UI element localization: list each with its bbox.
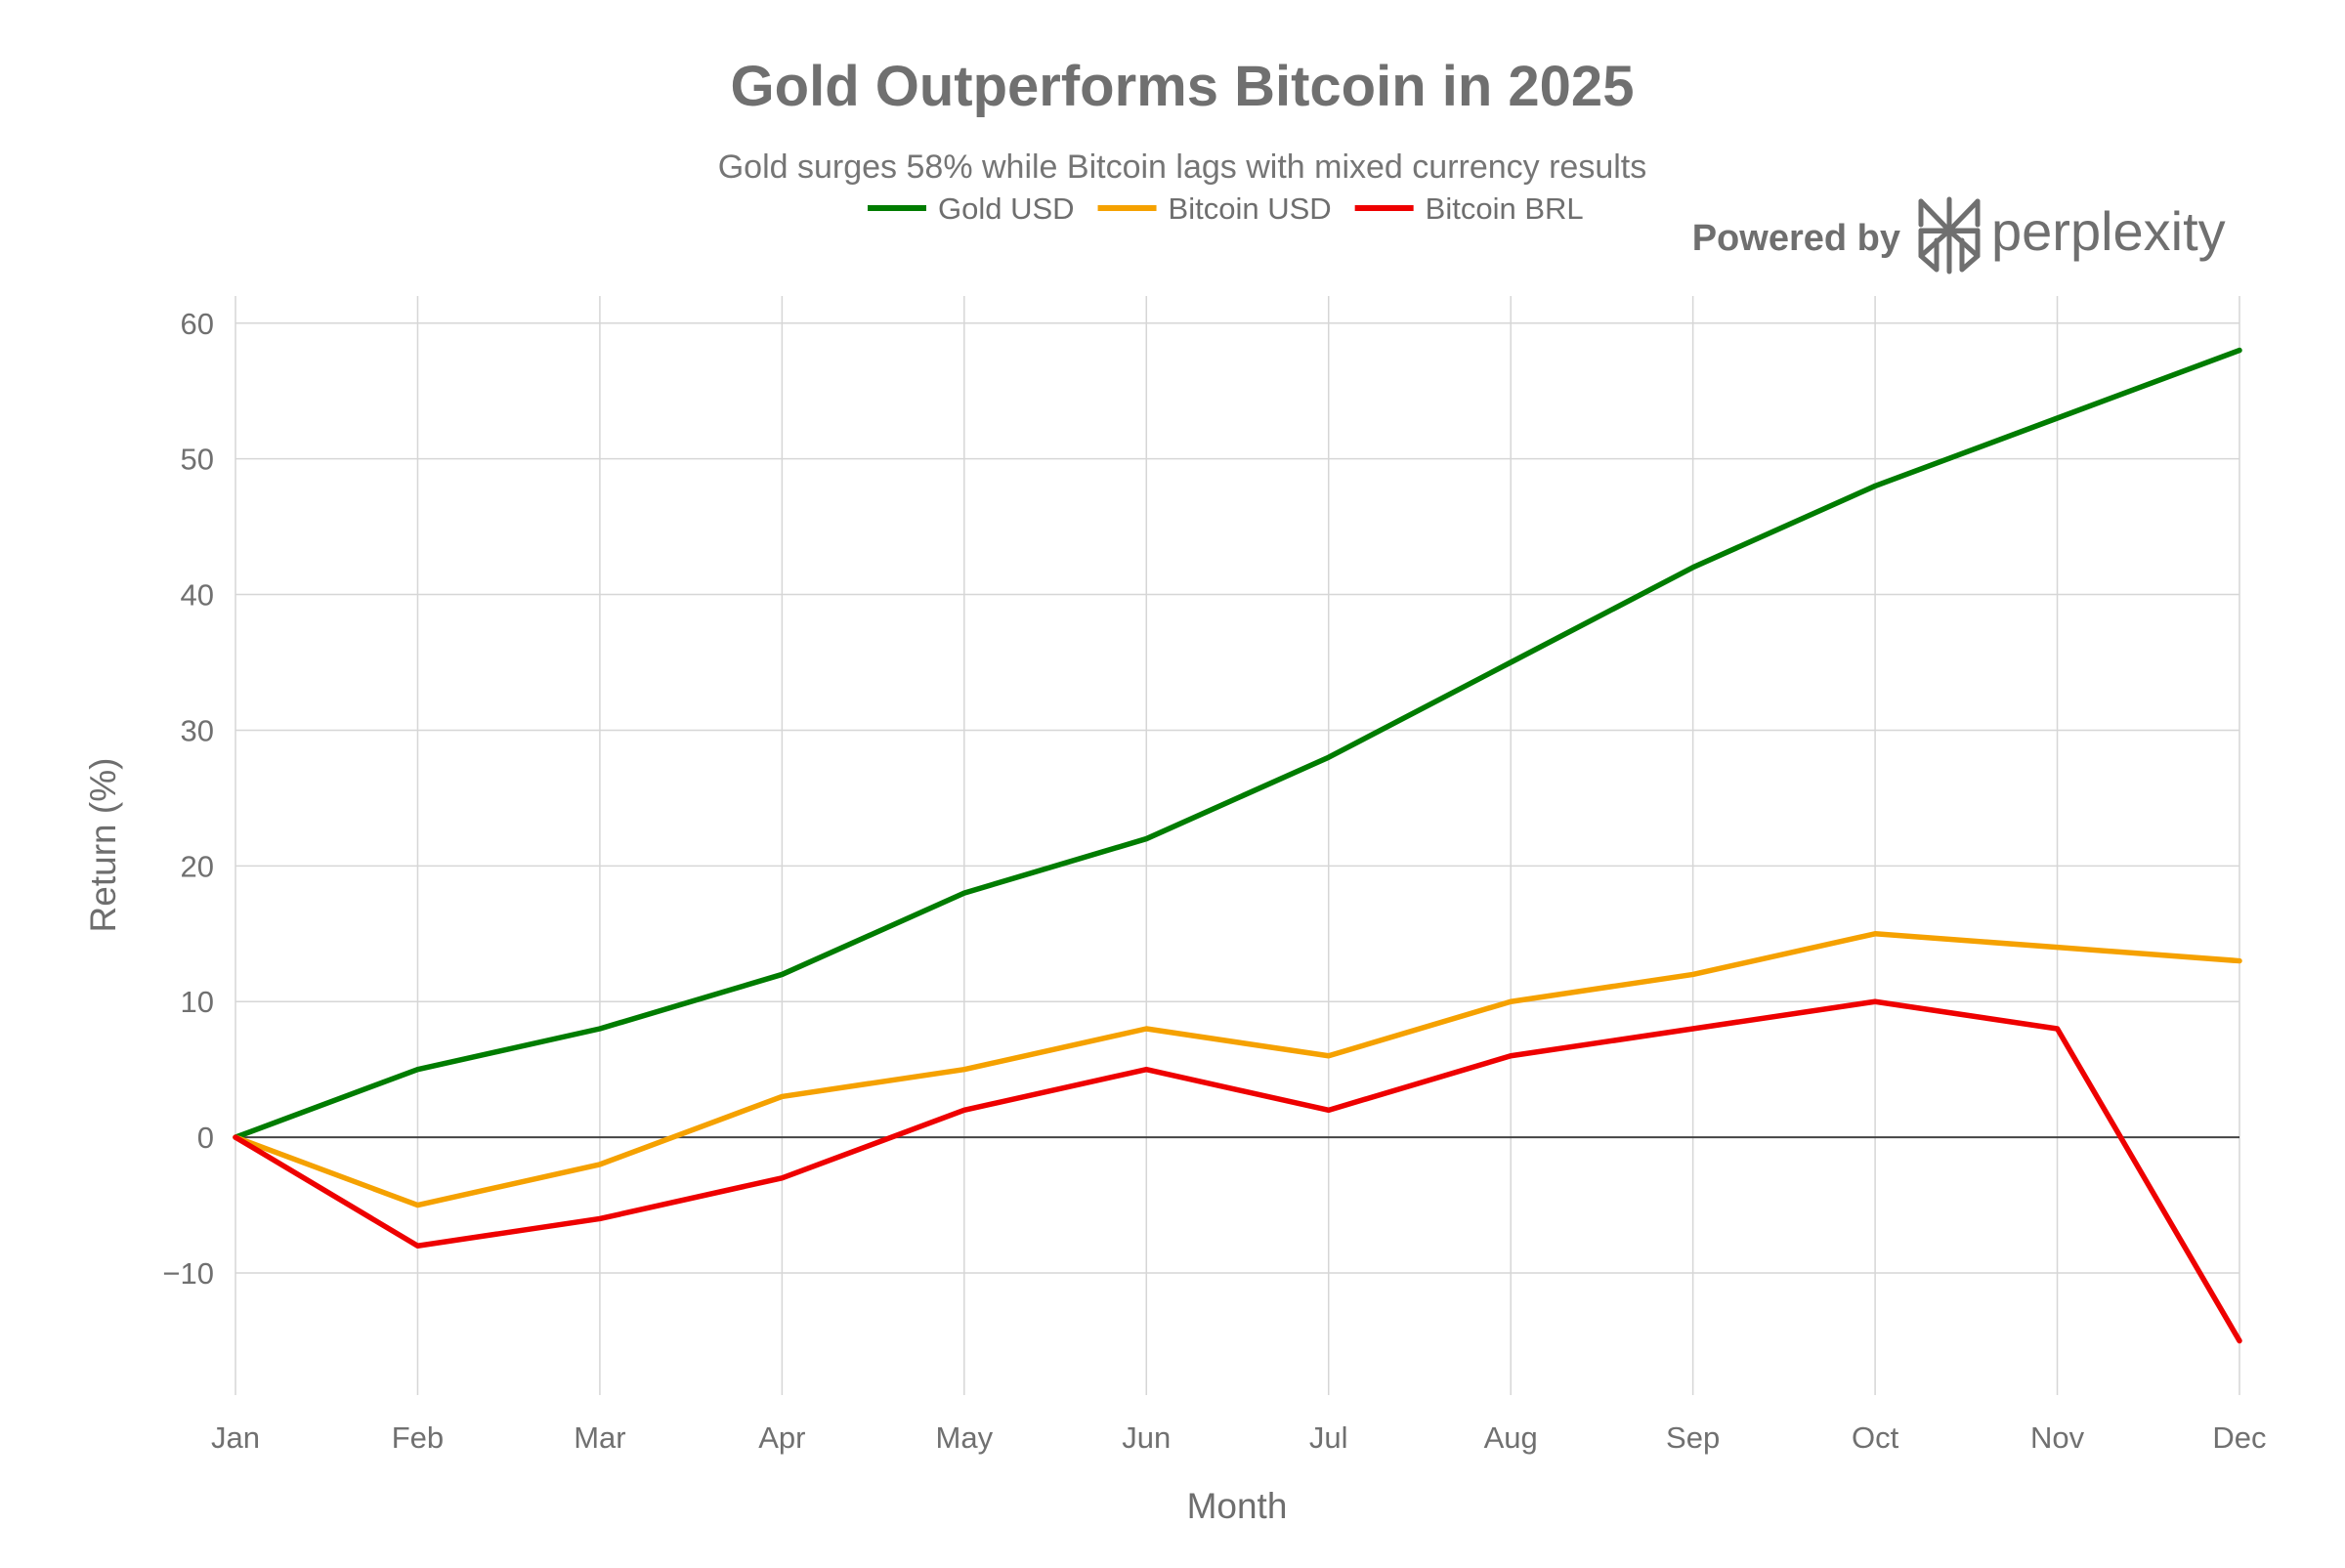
x-tick-label-jun: Jun: [1122, 1420, 1171, 1455]
grid: [234, 296, 2240, 1395]
y-tick-label: 50: [181, 443, 214, 477]
powered-by-brand: Powered by perplexity: [1692, 196, 2226, 275]
legend-label: Gold USD: [938, 191, 1075, 226]
x-tick-label-may: May: [936, 1420, 994, 1455]
x-axis-ticks: Jan Feb Mar Apr May Jun Jul Aug Sep Oct Nov Dec: [211, 1420, 2267, 1455]
legend-item-bitcoin-usd[interactable]: Bitcoin USD: [1097, 191, 1332, 226]
legend-item-bitcoin-brl[interactable]: Bitcoin BRL: [1354, 191, 1584, 226]
perplexity-wordmark: perplexity: [1991, 200, 2226, 262]
legend-label: Bitcoin USD: [1169, 191, 1332, 226]
series-line-bitcoin-brl[interactable]: [233, 998, 2242, 1344]
series-lines: [233, 347, 2242, 1344]
x-tick-label-nov: Nov: [2030, 1420, 2085, 1455]
powered-by-label: Powered by: [1692, 218, 1900, 259]
x-tick-label-oct: Oct: [1852, 1420, 1899, 1455]
y-tick-label: 40: [181, 578, 214, 613]
y-axis-title: Return (%): [83, 758, 123, 933]
y-tick-label: 60: [181, 307, 214, 341]
y-tick-label: −10: [162, 1256, 214, 1291]
x-tick-label-feb: Feb: [392, 1420, 444, 1455]
series-line-bitcoin-usd[interactable]: [233, 931, 2242, 1208]
perplexity-logo-icon: [1918, 196, 1981, 275]
y-tick-label: 30: [181, 713, 214, 747]
x-tick-label-jan: Jan: [211, 1420, 260, 1455]
y-tick-label: 20: [181, 849, 214, 883]
y-tick-label: 0: [197, 1121, 214, 1155]
x-tick-label-aug: Aug: [1484, 1420, 1538, 1455]
x-tick-label-sep: Sep: [1666, 1420, 1720, 1455]
legend-item-gold-usd[interactable]: Gold USD: [868, 191, 1075, 226]
series-line-gold-usd[interactable]: [233, 347, 2242, 1140]
chart-subtitle: Gold surges 58% while Bitcoin lags with …: [718, 148, 1647, 186]
legend-label: Bitcoin BRL: [1426, 191, 1584, 226]
legend[interactable]: Gold USD Bitcoin USD Bitcoin BRL: [868, 191, 1584, 226]
x-tick-label-apr: Apr: [758, 1420, 805, 1455]
y-axis-ticks: −10 0 10 20 30 40 50 60: [162, 307, 214, 1291]
x-tick-label-jul: Jul: [1309, 1420, 1348, 1455]
x-tick-label-mar: Mar: [574, 1420, 625, 1455]
chart-title: Gold Outperforms Bitcoin in 2025: [731, 55, 1635, 118]
y-tick-label: 10: [181, 985, 214, 1019]
x-axis-title: Month: [1187, 1486, 1288, 1526]
x-tick-label-dec: Dec: [2212, 1420, 2266, 1455]
